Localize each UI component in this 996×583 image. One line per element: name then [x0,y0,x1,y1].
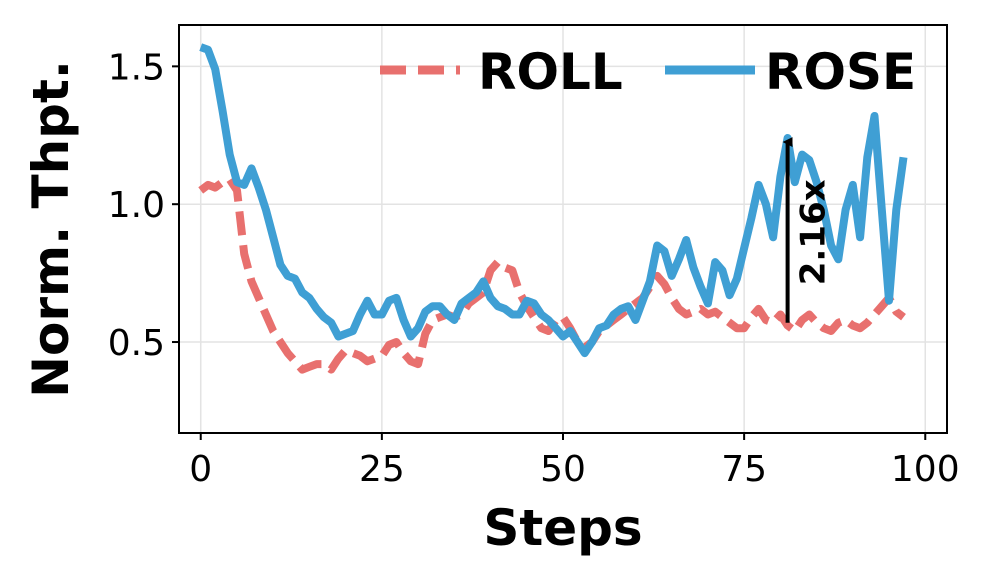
x-tick-label: 25 [359,449,405,490]
axis-ticks: 0 25 50 75 100 0.5 1.0 1.5 [108,47,960,490]
y-axis-title: Norm. Thpt. [22,60,80,398]
x-tick-label: 0 [189,449,212,490]
x-tick-label: 100 [891,449,960,490]
y-tick-label: 0.5 [108,323,165,364]
x-axis-title: Steps [483,499,642,557]
legend-roll-label: ROLL [478,43,623,101]
annotation-label: 2.16x [794,179,834,285]
y-tick-label: 1.5 [108,47,165,88]
annotation-layer: 2.16x [782,137,834,323]
y-tick-label: 1.0 [108,185,165,226]
x-tick-label: 50 [540,449,586,490]
legend-rose-label: ROSE [765,43,916,101]
x-tick-label: 75 [721,449,767,490]
gridlines [179,25,947,433]
legend: ROLL ROSE [380,43,916,101]
